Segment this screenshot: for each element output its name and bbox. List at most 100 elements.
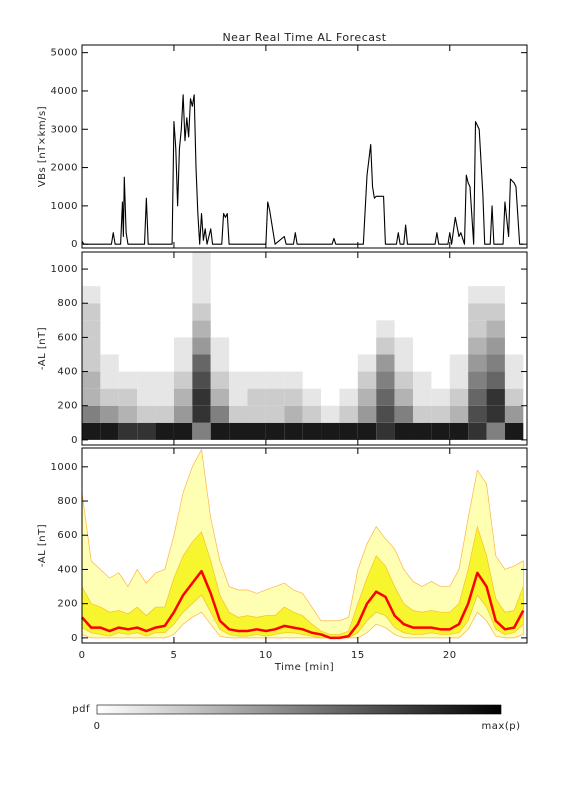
heatmap-cell — [486, 286, 505, 304]
heatmap-cell — [376, 405, 395, 423]
plot-frame — [81, 447, 528, 644]
y-tick-label: 800 — [57, 496, 78, 507]
heatmap-cell — [302, 405, 322, 423]
heatmap-cell — [192, 371, 211, 389]
heatmap-cell — [100, 354, 119, 372]
heatmap-cell — [486, 320, 505, 338]
heatmap-cell — [376, 337, 395, 355]
heatmap-cell — [173, 371, 193, 389]
y-tick-label: 400 — [57, 564, 78, 575]
heatmap-cell — [100, 388, 119, 406]
y-tick-label: 3000 — [51, 124, 78, 135]
heatmap-cell — [210, 337, 230, 355]
heatmap-cell — [357, 388, 377, 406]
heatmap-cell — [394, 388, 413, 406]
heatmap-cell — [394, 371, 413, 389]
y-tick-label: 0 — [71, 435, 78, 446]
y-tick-label: 1000 — [51, 462, 78, 473]
heatmap-cell — [192, 320, 211, 338]
plot-frame — [81, 251, 528, 446]
heatmap-cell — [173, 405, 193, 423]
y-tick-label: 1000 — [51, 201, 78, 212]
heatmap-cell — [82, 354, 101, 372]
heatmap-cell — [229, 422, 248, 440]
heatmap-cell — [229, 405, 248, 423]
heatmap-cell — [118, 422, 138, 440]
heatmap-cell — [192, 252, 211, 270]
heatmap-cell — [247, 422, 266, 440]
heatmap-cell — [82, 371, 101, 389]
heatmap-cell — [137, 388, 156, 406]
heatmap-cell — [247, 388, 266, 406]
heatmap-cell — [247, 371, 266, 389]
heatmap-cell — [412, 422, 432, 440]
heatmap-cell — [394, 354, 413, 372]
heatmap-cell — [339, 405, 358, 423]
heatmap-cell — [468, 337, 487, 355]
heatmap-cell — [468, 371, 487, 389]
y-tick-label: 600 — [57, 530, 78, 541]
heatmap-cell — [155, 422, 174, 440]
y-tick-label: 200 — [57, 599, 78, 610]
heatmap-cell — [137, 371, 156, 389]
heatmap-cell — [229, 388, 248, 406]
y-tick-label: 200 — [57, 401, 78, 412]
heatmap-cell — [82, 286, 101, 304]
heatmap-cell — [504, 388, 524, 406]
heatmap-cell — [468, 405, 487, 423]
y-axis-label: -AL [nT] — [37, 327, 48, 370]
heatmap-cell — [449, 388, 469, 406]
heatmap-cell — [357, 405, 377, 423]
heatmap-cell — [302, 422, 322, 440]
y-tick-label: 2000 — [51, 163, 78, 174]
heatmap-cell — [192, 269, 211, 287]
x-tick-label: 20 — [443, 650, 457, 661]
heatmap-cell — [173, 354, 193, 372]
heatmap-cell — [118, 388, 138, 406]
chart-title: Near Real Time AL Forecast — [222, 31, 386, 44]
heatmap-cell — [100, 422, 119, 440]
heatmap-cell — [394, 422, 413, 440]
heatmap-cell — [504, 371, 524, 389]
colorbar — [96, 704, 502, 715]
heatmap-cell — [486, 405, 505, 423]
x-tick-label: 15 — [351, 650, 365, 661]
y-axis-label: VBs [nT×km/s] — [37, 106, 48, 187]
y-tick-label: 400 — [57, 367, 78, 378]
heatmap-cell — [210, 371, 230, 389]
heatmap-cell — [321, 422, 340, 440]
heatmap-cell — [118, 405, 138, 423]
heatmap-cell — [376, 320, 395, 338]
heatmap-cell — [486, 354, 505, 372]
y-tick-label: 4000 — [51, 86, 78, 97]
heatmap-cell — [284, 371, 303, 389]
heatmap-cell — [173, 337, 193, 355]
y-tick-label: 0 — [71, 633, 78, 644]
heatmap-cell — [137, 422, 156, 440]
heatmap-cell — [82, 388, 101, 406]
y-tick-label: 0 — [71, 239, 78, 250]
heatmap-cell — [210, 405, 230, 423]
heatmap-cell — [504, 354, 524, 372]
heatmap-cell — [100, 371, 119, 389]
heatmap-cell — [431, 405, 450, 423]
heatmap-cell — [376, 354, 395, 372]
heatmap-cell — [412, 371, 432, 389]
heatmap-cell — [468, 354, 487, 372]
heatmap-cell — [468, 320, 487, 338]
y-tick-label: 600 — [57, 332, 78, 343]
heatmap-cell — [137, 405, 156, 423]
heatmap-cell — [486, 303, 505, 321]
heatmap-cell — [376, 388, 395, 406]
y-tick-label: 1000 — [51, 264, 78, 275]
x-tick-label: 0 — [79, 650, 86, 661]
heatmap-cell — [100, 405, 119, 423]
x-tick-label: 10 — [259, 650, 273, 661]
colorbar-label: pdf — [72, 704, 90, 715]
heatmap-cell — [486, 422, 505, 440]
heatmap-cell — [265, 388, 285, 406]
heatmap-cell — [229, 371, 248, 389]
heatmap-cell — [449, 422, 469, 440]
x-axis-label: Time [min] — [274, 662, 334, 673]
